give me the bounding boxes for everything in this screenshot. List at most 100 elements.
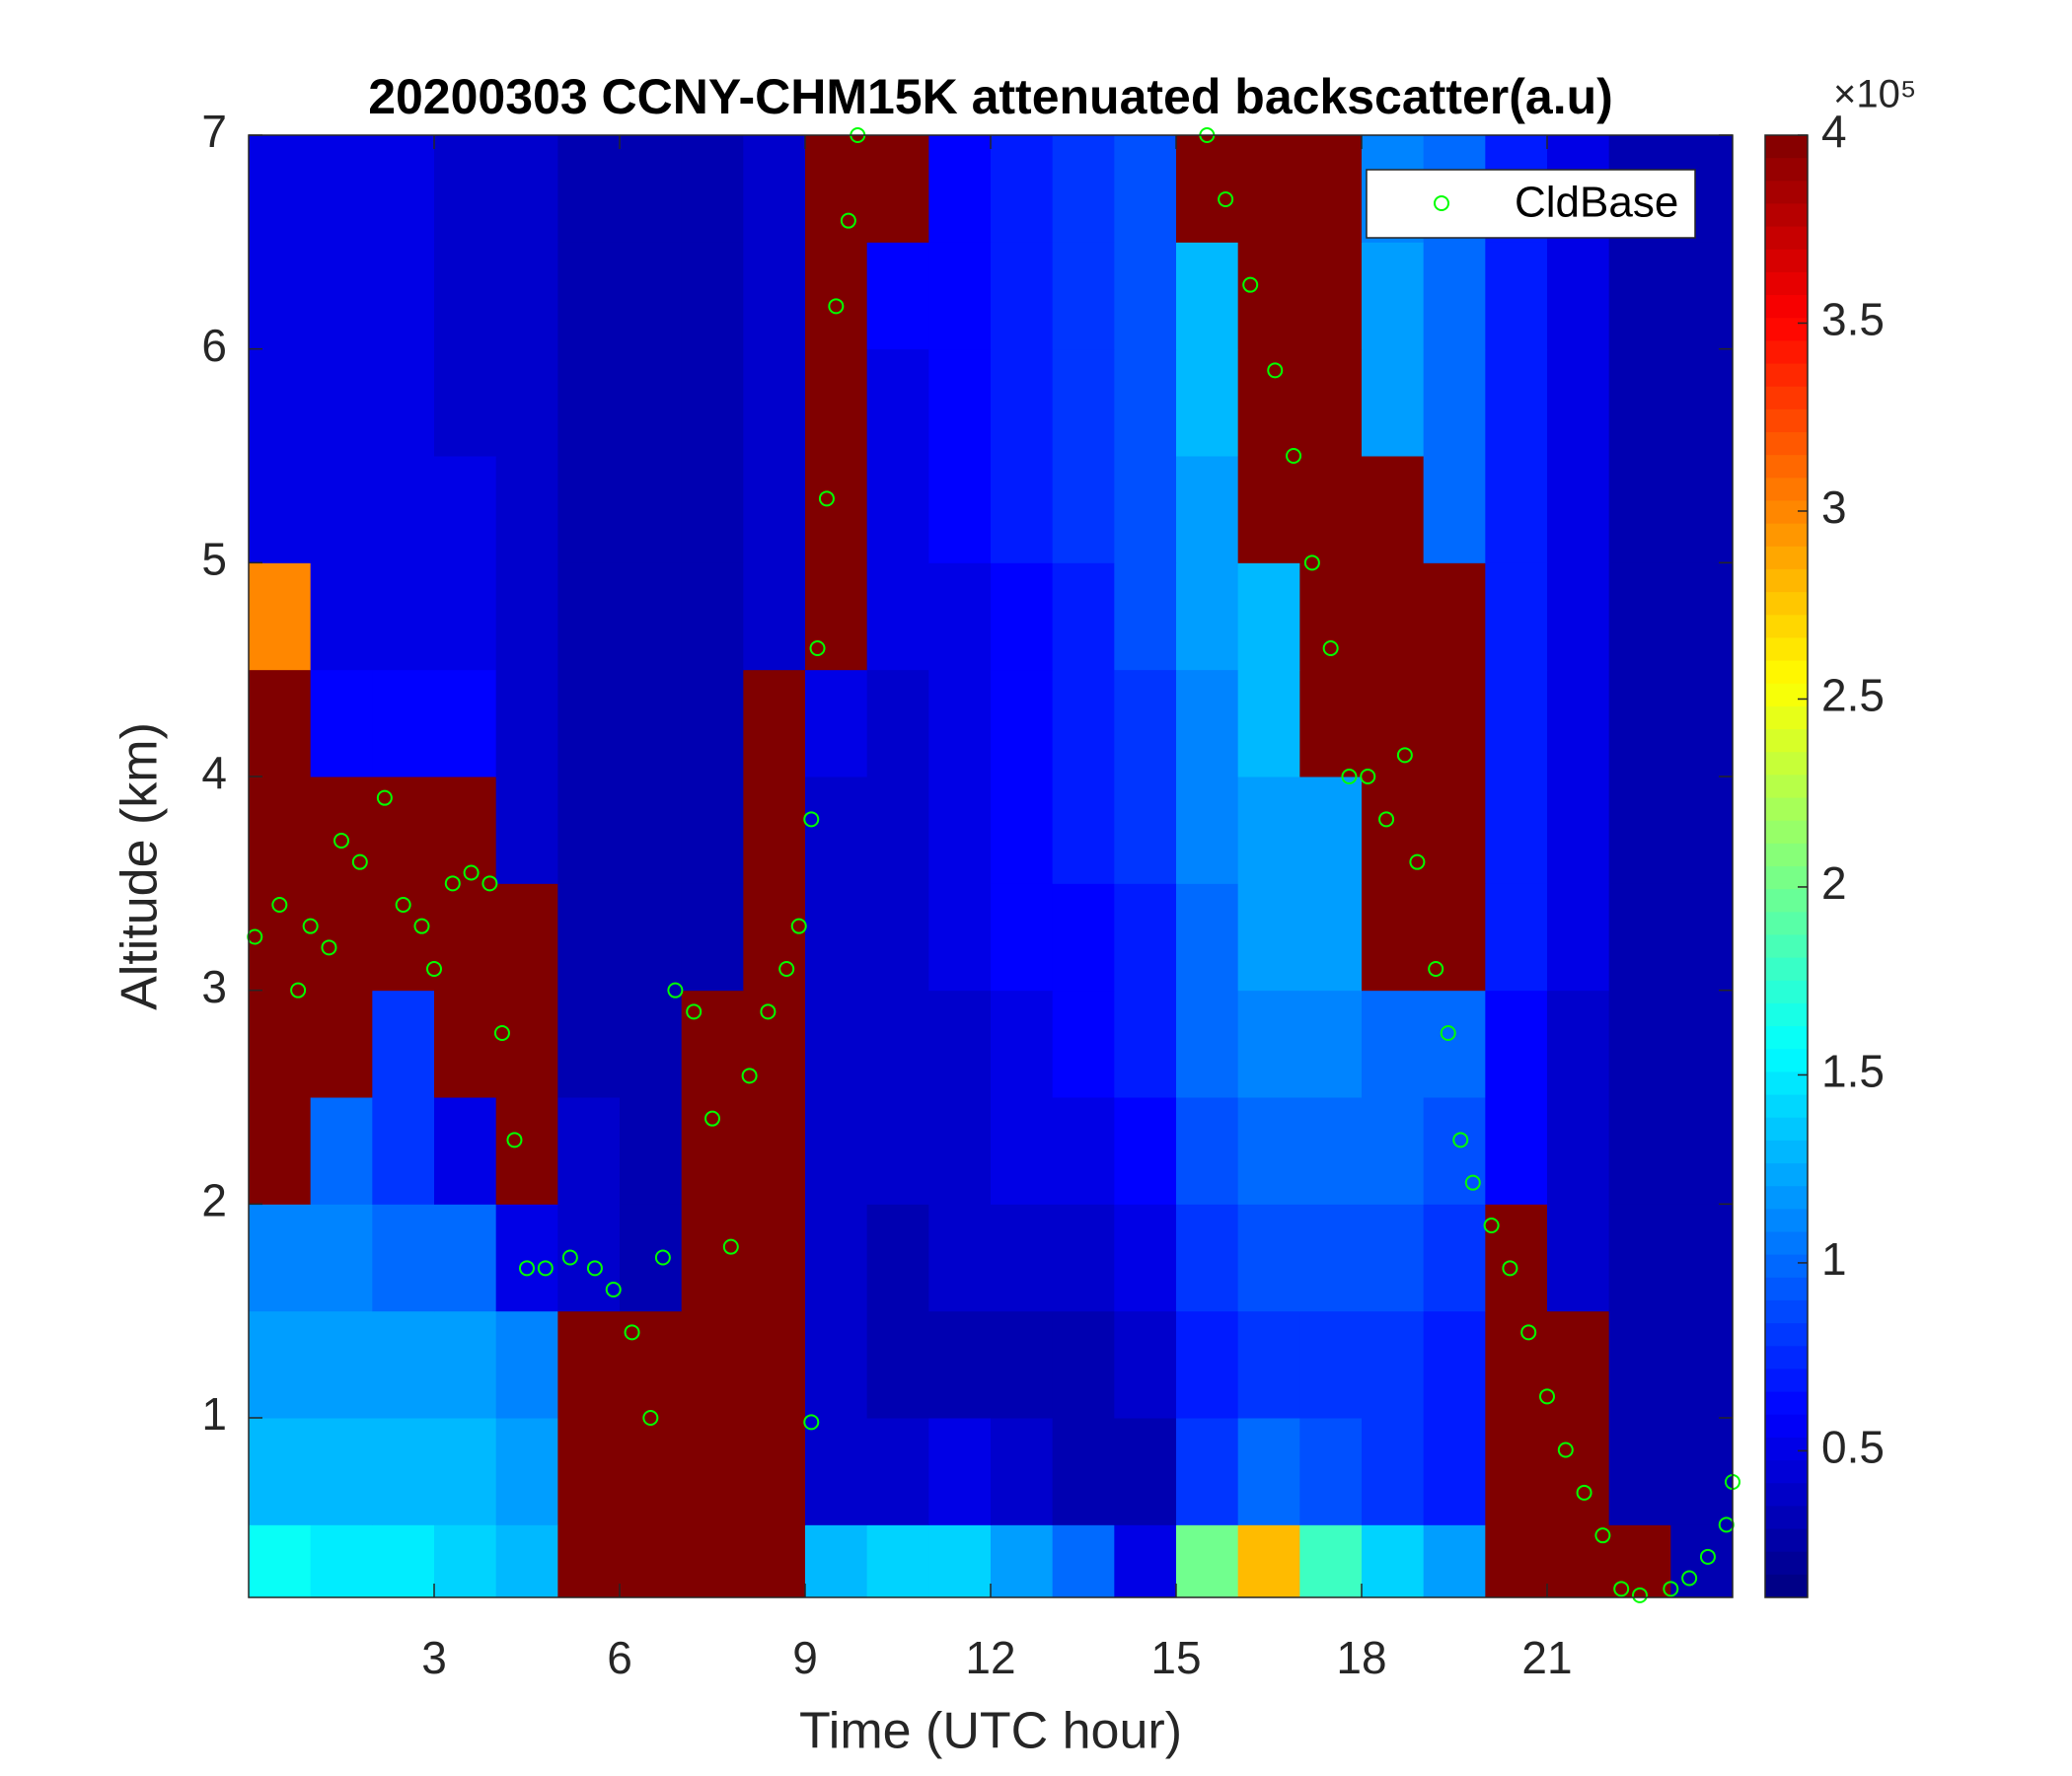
colorbar-segment (1765, 729, 1808, 753)
heatmap-cell (1362, 562, 1425, 671)
heatmap-cell (1547, 1204, 1610, 1312)
heatmap-cell (866, 1310, 929, 1419)
cloud-base-point (1428, 961, 1444, 977)
heatmap-cell (1608, 1204, 1671, 1312)
heatmap-cell (1052, 242, 1115, 350)
heatmap-cell (743, 1524, 806, 1598)
heatmap-cell (620, 1524, 683, 1598)
heatmap-cell (434, 242, 497, 350)
heatmap-cell (310, 990, 373, 1098)
cloud-base-point (722, 1238, 739, 1255)
colorbar-segment (1765, 1186, 1808, 1210)
heatmap-cell (1362, 1524, 1425, 1598)
heatmap-cell (866, 1097, 929, 1205)
heatmap-cell (928, 135, 992, 243)
cloud-base-point (493, 1025, 510, 1041)
heatmap-cell (1670, 562, 1734, 671)
heatmap-cell (1114, 135, 1177, 243)
colorbar-segment (1765, 1026, 1808, 1050)
cloud-base-point (1576, 1484, 1592, 1501)
heatmap-cell (805, 1097, 868, 1205)
colorbar-segment (1765, 203, 1808, 228)
heatmap-cell (1485, 1204, 1548, 1312)
cloud-base-point (828, 298, 845, 315)
heatmap-cell (434, 1310, 497, 1419)
heatmap-cell (310, 135, 373, 243)
cloud-base-point (444, 875, 461, 892)
heatmap-cell (866, 669, 929, 777)
cloud-base-point (654, 1249, 671, 1266)
y-tick-label: 2 (201, 1174, 227, 1225)
heatmap-cell (1237, 883, 1300, 992)
heatmap-cell (1362, 1418, 1425, 1525)
heatmap-cell (991, 1418, 1054, 1525)
heatmap-cell (1608, 1524, 1671, 1598)
heatmap-cell (1176, 1524, 1239, 1598)
heatmap-cell (805, 883, 868, 992)
heatmap-cell (372, 348, 435, 457)
cloud-base-point (1322, 640, 1339, 656)
heatmap-cell (991, 1524, 1054, 1598)
cloud-base-point (778, 961, 795, 977)
x-tick-label: 15 (1150, 1632, 1201, 1683)
heatmap-cell (1299, 456, 1363, 563)
heatmap-cell (372, 562, 435, 671)
heatmap-cell (557, 1097, 621, 1205)
heatmap-cell (1485, 1418, 1548, 1525)
heatmap-cell (866, 1524, 929, 1598)
heatmap-cell (1299, 1524, 1363, 1598)
colorbar-segment (1765, 1072, 1808, 1096)
heatmap-cell (495, 135, 558, 243)
heatmap-cell (1670, 348, 1734, 457)
colorbar-segment (1765, 980, 1808, 1004)
heatmap-cell (1114, 1310, 1177, 1419)
heatmap-cell (1052, 669, 1115, 777)
cloud-base-point (426, 961, 442, 977)
heatmap-cell (557, 456, 621, 563)
heatmap-cell (928, 669, 992, 777)
heatmap-cell (1299, 242, 1363, 350)
heatmap-cell (1670, 777, 1734, 884)
colorbar-segment (1765, 683, 1808, 707)
cloud-base-point (302, 918, 319, 934)
legend-box (1366, 169, 1696, 239)
heatmap-cell (1114, 348, 1177, 457)
heatmap-cell (434, 1524, 497, 1598)
heatmap-cell (1485, 1524, 1548, 1598)
heatmap-cell (681, 562, 744, 671)
colorbar-segment (1765, 912, 1808, 935)
colorbar-segment (1765, 1299, 1808, 1324)
cloud-base-point (413, 918, 430, 934)
heatmap-cell (1547, 1097, 1610, 1205)
heatmap-cell (805, 1310, 868, 1419)
heatmap-cell (743, 1204, 806, 1312)
cloud-base-point (351, 853, 368, 870)
colorbar-segment (1765, 408, 1808, 433)
heatmap-cell (1670, 669, 1734, 777)
x-tick-label: 9 (792, 1632, 818, 1683)
heatmap-cell (1485, 456, 1548, 563)
heatmap-cell (1608, 242, 1671, 350)
heatmap-cell (1114, 242, 1177, 350)
heatmap-cell (1608, 456, 1671, 563)
heatmap-cell (1176, 1310, 1239, 1419)
heatmap-cell (557, 883, 621, 992)
cloud-base-point (1663, 1581, 1679, 1597)
heatmap-cell (1423, 777, 1486, 884)
heatmap-cell (620, 1097, 683, 1205)
cloud-base-point (803, 811, 820, 828)
heatmap-cell (866, 777, 929, 884)
heatmap-cell (495, 1418, 558, 1525)
heatmap-cell (434, 777, 497, 884)
heatmap-cell (1299, 348, 1363, 457)
heatmap-cell (1362, 1097, 1425, 1205)
heatmap-cell (249, 1310, 312, 1419)
heatmap-cell (1670, 1418, 1734, 1525)
heatmap-cell (681, 242, 744, 350)
chart-title: 20200303 CCNY-CHM15K attenuated backscat… (368, 69, 1613, 124)
heatmap-cell (1176, 456, 1239, 563)
heatmap-cell (1114, 1524, 1177, 1598)
heatmap-cell (1114, 777, 1177, 884)
heatmap-cell (743, 348, 806, 457)
